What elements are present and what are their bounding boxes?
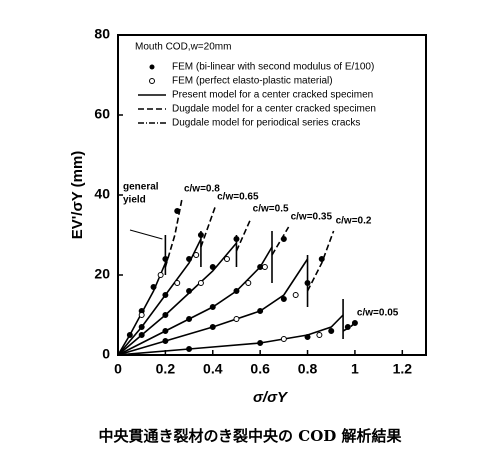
fem-point xyxy=(304,334,311,340)
fem-point xyxy=(328,328,335,334)
fem-perfect-point xyxy=(261,264,268,270)
y-tick-label: 80 xyxy=(94,26,110,42)
x-tick-label: 0.6 xyxy=(250,361,270,377)
legend-marker xyxy=(149,64,155,70)
legend-box xyxy=(125,40,422,152)
present-model-line xyxy=(117,242,238,356)
fem-point xyxy=(257,340,264,346)
legend-label: Dugdale model for a center cracked speci… xyxy=(172,104,376,115)
legend-label: FEM (bi-linear with second modulus of E/… xyxy=(172,62,374,73)
fem-perfect-point xyxy=(197,280,204,286)
x-tick-label: 1 xyxy=(351,361,359,377)
fem-point xyxy=(162,338,169,344)
caption: 中央貫通き裂材のき裂中央の COD 解析結果 xyxy=(98,427,402,445)
fem-point xyxy=(186,256,193,262)
fem-point xyxy=(351,320,358,326)
x-tick-label: 0 xyxy=(114,361,122,377)
fem-point xyxy=(138,324,145,330)
fem-perfect-point xyxy=(292,292,299,298)
fem-point xyxy=(344,324,351,330)
present-model-line xyxy=(117,246,273,356)
x-axis-label: σ/σY xyxy=(253,389,289,406)
curve-label: c/w=0.8 xyxy=(184,184,220,195)
x-tick-label: 0.2 xyxy=(156,361,176,377)
y-tick-label: 0 xyxy=(102,346,110,362)
fem-point xyxy=(318,256,325,262)
curve-label: c/w=0.2 xyxy=(336,216,372,227)
legend-marker xyxy=(149,78,155,84)
fem-point xyxy=(150,284,157,290)
fem-point xyxy=(233,288,240,294)
legend-label: FEM (perfect elasto-plastic material) xyxy=(172,76,333,87)
fem-point xyxy=(280,236,287,242)
x-tick-label: 0.4 xyxy=(203,361,223,377)
fem-point xyxy=(209,324,216,330)
y-tick-label: 60 xyxy=(94,106,110,122)
curve-label: c/w=0.05 xyxy=(357,308,399,319)
dugdale-line xyxy=(235,218,252,252)
fem-perfect-point xyxy=(233,316,240,322)
fem-perfect-point xyxy=(193,252,200,258)
dugdale-line xyxy=(200,206,216,248)
legend-title: Mouth COD,w=20mm xyxy=(135,42,231,53)
legend-label: Present model for a center cracked speci… xyxy=(172,90,373,101)
annotation: general xyxy=(123,182,159,193)
fem-point xyxy=(186,346,193,352)
fem-point xyxy=(186,316,193,322)
y-axis-label: EV'/σY (mm) xyxy=(69,151,86,240)
fem-point xyxy=(174,208,181,214)
annotation-arrow xyxy=(129,229,163,240)
fem-point xyxy=(280,296,287,302)
fem-point xyxy=(257,308,264,314)
fem-perfect-point xyxy=(280,336,287,342)
dugdale-line xyxy=(271,226,290,256)
fem-point xyxy=(186,288,193,294)
x-tick-label: 0.8 xyxy=(298,361,318,377)
fem-perfect-point xyxy=(223,256,230,262)
annotation: yield xyxy=(123,195,146,206)
fem-point xyxy=(162,312,169,318)
fem-perfect-point xyxy=(138,312,145,318)
fem-perfect-point xyxy=(174,280,181,286)
curve-label: c/w=0.5 xyxy=(253,204,289,215)
fem-perfect-point xyxy=(245,280,252,286)
fem-point xyxy=(162,328,169,334)
fem-point xyxy=(209,264,216,270)
fem-point xyxy=(138,332,145,338)
fem-perfect-point xyxy=(157,272,164,278)
curve-label: c/w=0.65 xyxy=(217,192,259,203)
x-tick-label: 1.2 xyxy=(393,361,413,377)
y-tick-label: 40 xyxy=(94,186,110,202)
fem-point xyxy=(209,304,216,310)
curve-label: c/w=0.35 xyxy=(291,212,333,223)
legend-label: Dugdale model for periodical series crac… xyxy=(172,118,360,129)
dugdale-line xyxy=(306,230,335,292)
y-tick-label: 20 xyxy=(94,266,110,282)
fem-point xyxy=(126,332,133,338)
fem-point xyxy=(162,292,169,298)
fem-perfect-point xyxy=(316,332,323,338)
